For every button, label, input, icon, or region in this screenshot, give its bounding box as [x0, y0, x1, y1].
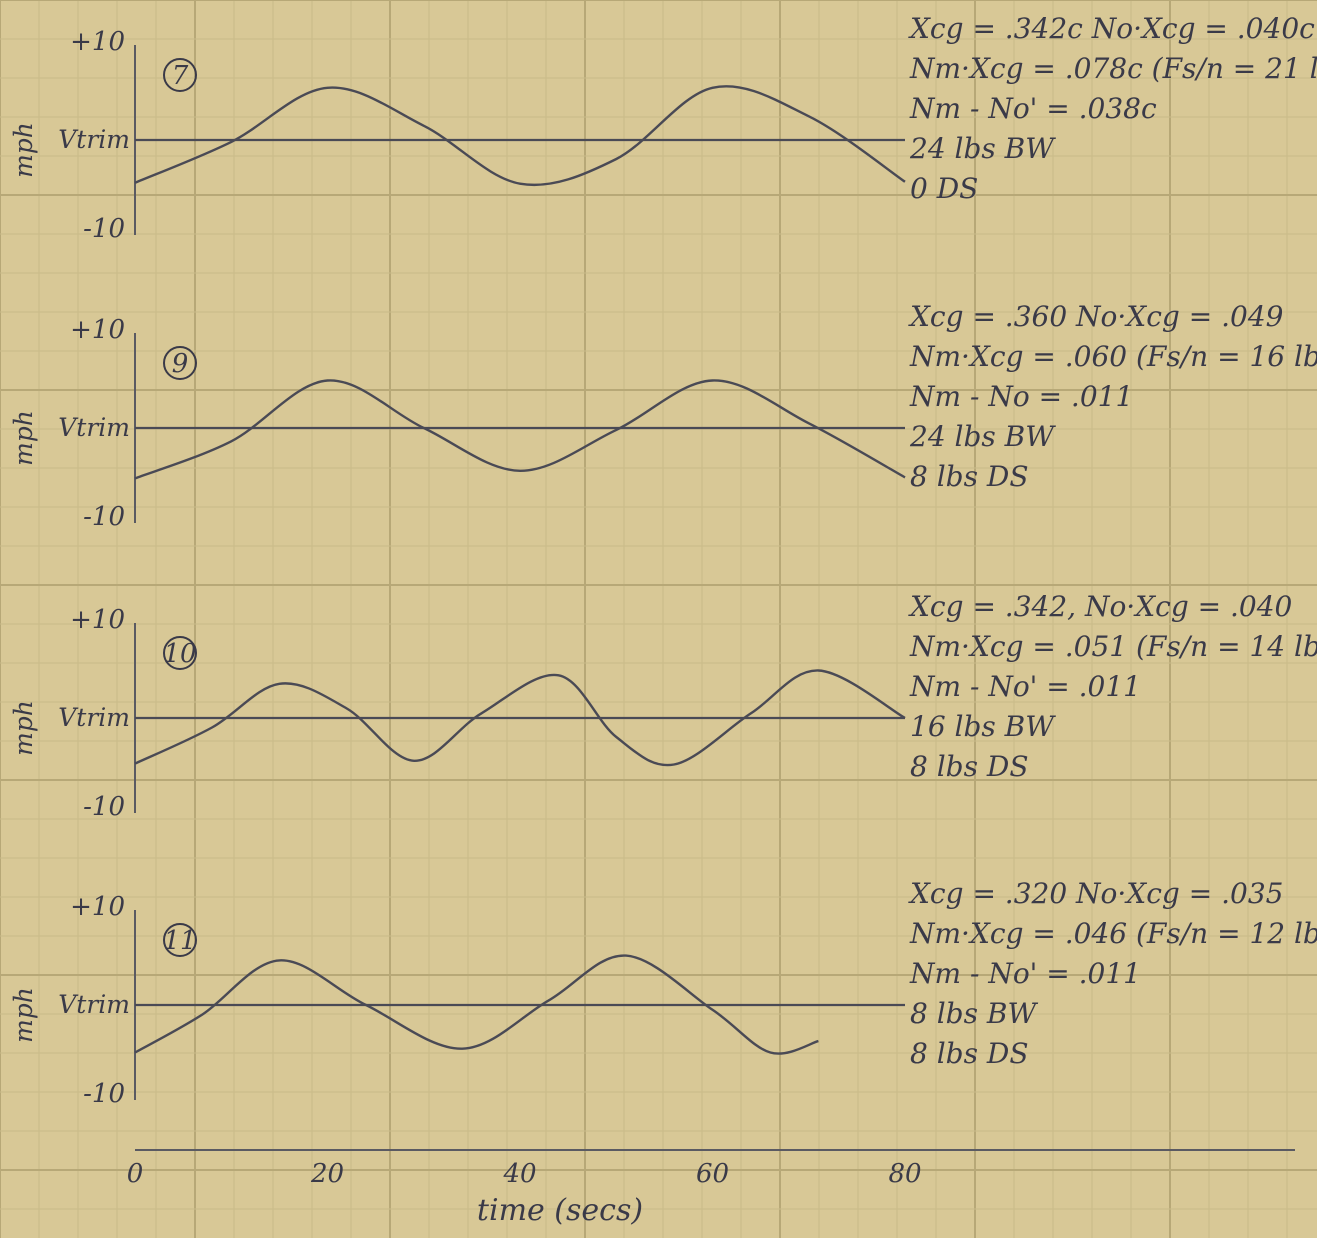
speed-curve-9 — [134, 379, 906, 480]
x-tick-label: 80 — [888, 1159, 921, 1189]
y-tick-top: +10 — [70, 27, 125, 57]
panel-note: 8 lbs DS — [910, 460, 1029, 493]
panel-note: Nm·Xcg = .051 (Fs/n = 14 lbs/g) — [909, 630, 1317, 663]
y-tick-bottom: -10 — [83, 502, 125, 532]
vtrim-label: Vtrim — [58, 703, 130, 732]
panel-number: 10 — [163, 639, 196, 669]
y-tick-bottom: -10 — [83, 214, 125, 244]
panel-9: +10 -10 Vtrim mph 9 Xcg = .360 No·Xcg = .049 N… — [9, 300, 1317, 532]
panel-note: Xcg = .320 No·Xcg = .035 — [908, 877, 1283, 910]
panel-note: Xcg = .360 No·Xcg = .049 — [908, 300, 1283, 333]
panel-note: 24 lbs BW — [909, 420, 1056, 453]
y-unit-label: mph — [9, 122, 38, 178]
y-unit-label: mph — [9, 700, 38, 756]
vtrim-label: Vtrim — [58, 413, 130, 442]
x-tick-label: 0 — [127, 1159, 144, 1189]
panel-note: 8 lbs BW — [910, 997, 1038, 1030]
panel-note: 8 lbs DS — [910, 750, 1029, 783]
y-unit-label: mph — [9, 410, 38, 466]
y-tick-top: +10 — [70, 892, 125, 922]
panel-note: 0 DS — [910, 172, 978, 205]
time-tick-labels: 0 20 40 60 80 — [127, 1159, 922, 1189]
panel-note: 16 lbs BW — [910, 710, 1056, 743]
panel-note: 24 lbs BW — [909, 132, 1056, 165]
panel-note: Nm·Xcg = .046 (Fs/n = 12 lbs/g) — [909, 917, 1317, 950]
panel-note: Nm - No' = .011 — [909, 670, 1141, 703]
panel-number: 9 — [172, 349, 189, 379]
panel-11: +10 -10 Vtrim mph 11 Xcg = .320 No·Xcg = .035… — [9, 877, 1317, 1109]
panel-note: Xcg = .342, No·Xcg = .040 — [908, 590, 1292, 623]
panel-number-circle — [163, 923, 197, 957]
panel-number: 7 — [172, 61, 189, 91]
panel-note: Nm - No' = .011 — [909, 957, 1141, 990]
panel-note: Nm - No' = .038c — [909, 92, 1157, 125]
panel-10: +10 -10 Vtrim mph 10 Xcg = .342, No·Xcg = .04… — [9, 590, 1317, 822]
y-unit-label: mph — [9, 987, 38, 1043]
panels: +10 -10 Vtrim mph 7 Xcg = .342c No·Xcg = .040… — [9, 12, 1317, 1109]
panel-note: Nm - No = .011 — [909, 380, 1133, 413]
panel-7: +10 -10 Vtrim mph 7 Xcg = .342c No·Xcg = .040… — [9, 12, 1317, 244]
vtrim-label: Vtrim — [58, 125, 130, 154]
panel-note: Xcg = .342c No·Xcg = .040c — [908, 12, 1315, 45]
panel-note: Nm·Xcg = .078c (Fs/n = 21 lbs/g) — [909, 52, 1317, 85]
y-tick-top: +10 — [70, 315, 125, 345]
y-tick-top: +10 — [70, 605, 125, 635]
y-tick-bottom: -10 — [83, 1079, 125, 1109]
panel-number-circle — [163, 636, 197, 670]
time-axis: 0 20 40 60 80 time (secs) — [127, 1149, 1295, 1228]
panel-number-circle — [163, 346, 197, 380]
speed-curve-10 — [134, 669, 906, 767]
x-tick-label: 40 — [502, 1159, 536, 1189]
x-tick-label: 20 — [310, 1159, 344, 1189]
speed-curve-7 — [134, 85, 906, 187]
panel-note: Nm·Xcg = .060 (Fs/n = 16 lbs/g) — [909, 340, 1317, 373]
time-axis-label: time (secs) — [477, 1193, 643, 1228]
x-tick-label: 60 — [696, 1159, 729, 1189]
speed-curve-11 — [134, 954, 819, 1055]
panel-note: 8 lbs DS — [910, 1037, 1029, 1070]
vtrim-label: Vtrim — [58, 990, 130, 1019]
panel-number-circle — [163, 58, 197, 92]
y-tick-bottom: -10 — [83, 792, 125, 822]
panel-number: 11 — [163, 926, 196, 956]
